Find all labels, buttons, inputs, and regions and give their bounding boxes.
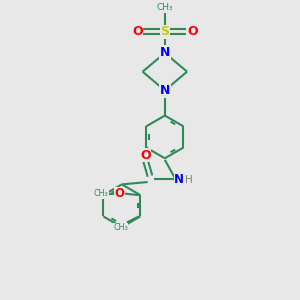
Text: O: O: [187, 25, 198, 38]
Text: H: H: [185, 175, 192, 185]
Text: N: N: [160, 85, 170, 98]
Text: S: S: [160, 25, 169, 38]
Text: CH₃: CH₃: [94, 189, 109, 198]
Text: O: O: [115, 187, 124, 200]
Text: N: N: [174, 172, 184, 186]
Text: N: N: [160, 46, 170, 59]
Text: O: O: [132, 25, 142, 38]
Text: O: O: [140, 149, 151, 162]
Text: CH₃: CH₃: [113, 223, 128, 232]
Text: CH₃: CH₃: [157, 2, 173, 11]
